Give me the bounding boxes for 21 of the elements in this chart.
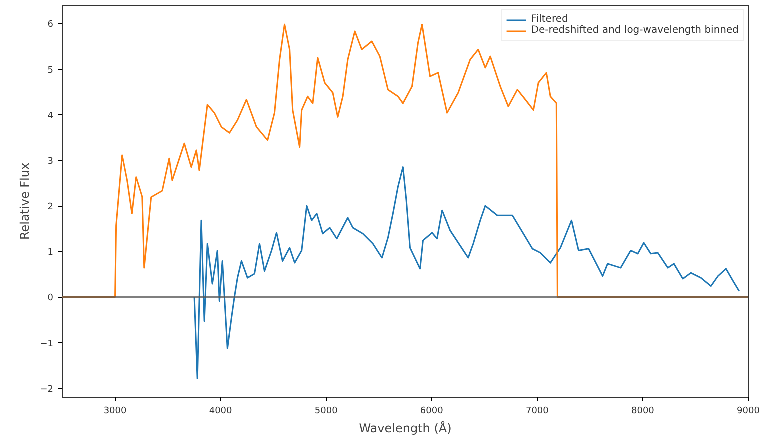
x-tick-label: 6000: [420, 406, 444, 416]
legend-label: Filtered: [531, 14, 568, 25]
x-tick-label: 4000: [209, 406, 233, 416]
y-tick-label: −2: [40, 384, 54, 395]
y-axis-title: Relative Flux: [18, 162, 32, 240]
x-tick-label: 5000: [314, 406, 338, 416]
x-tick-label: 9000: [737, 406, 760, 416]
y-tick-label: 6: [48, 20, 54, 30]
y-tick-label: 0: [48, 294, 54, 304]
y-tick-label: 1: [48, 248, 54, 258]
line-series: [194, 166, 740, 380]
legend-label: De-redshifted and log-wavelength binned: [531, 25, 739, 36]
y-tick-label: 2: [48, 202, 54, 213]
y-tick-label: 3: [48, 156, 54, 167]
x-tick-label: 8000: [632, 406, 655, 416]
y-tick-label: 5: [48, 66, 54, 76]
x-axis-title: Wavelength (Å): [359, 420, 452, 436]
x-tick-label: 7000: [526, 406, 550, 416]
x-tick-label: 3000: [104, 406, 127, 416]
y-tick-label: −1: [40, 339, 54, 350]
y-tick-label: 4: [48, 111, 54, 122]
